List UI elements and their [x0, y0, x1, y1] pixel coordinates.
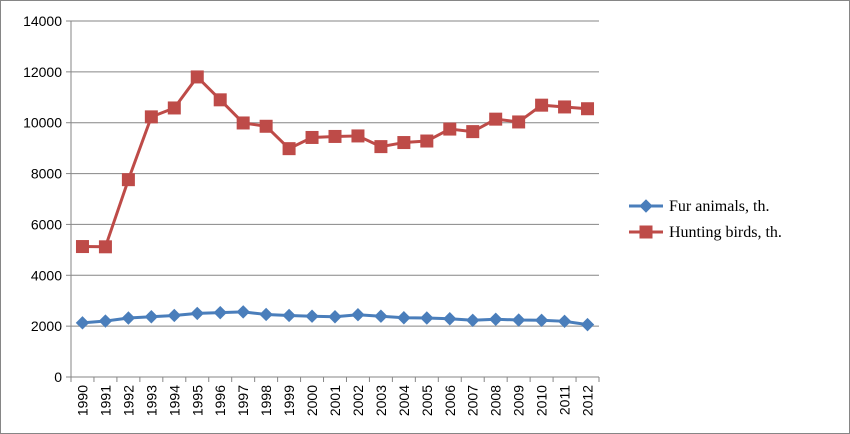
x-tick-label: 2001	[327, 385, 343, 416]
data-point	[167, 308, 182, 323]
data-point	[282, 142, 296, 156]
data-point	[420, 311, 434, 325]
data-point	[488, 312, 503, 326]
data-point	[213, 93, 227, 107]
x-tick-label: 2012	[580, 385, 596, 416]
x-tick-label: 2008	[488, 385, 504, 416]
data-point	[144, 110, 158, 124]
data-point	[121, 311, 136, 325]
data-point	[259, 119, 273, 133]
data-point	[213, 305, 227, 320]
x-tick-label: 2005	[419, 385, 435, 416]
data-point	[98, 314, 113, 328]
data-point	[466, 125, 480, 139]
data-point	[236, 305, 250, 319]
series-fur-animals	[75, 305, 595, 332]
x-tick-label: 1990	[74, 385, 90, 416]
series-hunting-birds	[75, 70, 595, 254]
series-line	[82, 75, 588, 249]
x-tick-label: 1994	[166, 385, 182, 416]
data-point	[190, 306, 204, 321]
x-tick-label: 2003	[373, 385, 389, 416]
x-tick-label: 1995	[189, 385, 205, 416]
x-tick-label: 2007	[465, 385, 481, 416]
x-tick-label: 1992	[120, 385, 136, 416]
x-tick-label: 1997	[235, 385, 251, 416]
data-point	[121, 173, 135, 187]
x-tick-label: 2006	[442, 385, 458, 416]
data-point	[75, 316, 90, 330]
data-point	[305, 130, 319, 144]
data-point	[420, 134, 434, 148]
data-point	[558, 100, 572, 114]
legend-marker	[639, 225, 653, 239]
data-point	[282, 308, 296, 323]
data-point	[98, 240, 112, 254]
data-point	[580, 317, 595, 332]
legend-label: Fur animals, th.	[669, 198, 769, 215]
data-point	[511, 313, 526, 327]
y-tick-label: 12000	[23, 64, 62, 80]
legend-marker	[639, 199, 653, 213]
y-tick-label: 10000	[23, 115, 62, 131]
x-tick-label: 2000	[304, 385, 320, 416]
legend-entry: Hunting birds, th.	[629, 224, 782, 241]
legend: Fur animals, th. Hunting birds, th.	[629, 198, 782, 241]
data-point	[443, 122, 457, 136]
data-point	[374, 309, 388, 323]
data-point	[443, 312, 457, 326]
data-point	[167, 101, 181, 115]
legend-label: Hunting birds, th.	[669, 224, 782, 241]
y-tick-label: 6000	[31, 216, 62, 232]
axes	[66, 20, 600, 382]
y-tick-label: 14000	[23, 13, 62, 29]
y-tick-label: 8000	[31, 166, 62, 182]
data-point	[534, 313, 549, 328]
data-point	[374, 140, 388, 154]
data-point	[351, 307, 365, 322]
x-tick-label: 1991	[97, 385, 113, 416]
x-tick-label: 2009	[511, 385, 527, 416]
x-tick-label: 1996	[212, 385, 228, 416]
legend-entry: Fur animals, th.	[629, 198, 769, 215]
data-point	[259, 307, 273, 322]
data-point	[305, 309, 319, 323]
x-tick-label: 2002	[350, 385, 366, 416]
x-tick-label: 2010	[534, 385, 550, 416]
data-point	[75, 240, 89, 254]
y-tick-label: 2000	[31, 318, 62, 334]
x-tick-label: 1993	[143, 385, 159, 416]
data-point	[489, 112, 503, 126]
series-group	[75, 70, 595, 332]
data-point	[144, 310, 159, 324]
data-point	[351, 129, 365, 143]
data-point	[581, 102, 595, 116]
data-point	[328, 310, 342, 324]
data-point	[512, 115, 526, 129]
data-point	[535, 98, 549, 112]
data-point	[557, 314, 572, 329]
data-point	[397, 311, 411, 325]
data-point	[328, 129, 342, 143]
data-point	[190, 70, 204, 84]
x-tick-label: 1999	[281, 385, 297, 416]
data-point	[466, 313, 480, 328]
data-point	[397, 136, 411, 150]
gridlines	[71, 20, 599, 327]
y-tick-label: 0	[54, 369, 62, 385]
x-tick-label: 2011	[557, 385, 573, 415]
data-point	[236, 116, 250, 130]
y-axis-tick-labels: 0 2000 4000 6000 8000 10000 12000 14000	[23, 13, 62, 385]
x-tick-label: 2004	[396, 385, 412, 416]
y-tick-label: 4000	[31, 267, 62, 283]
x-tick-label: 1998	[258, 385, 274, 416]
x-axis-tick-labels: 1990 1991 1992 1993 1994 1995 1996 1997 1998 1999…	[74, 385, 595, 416]
